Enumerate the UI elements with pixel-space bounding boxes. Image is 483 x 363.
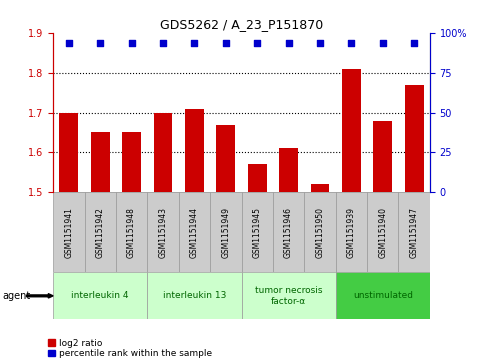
Text: GSM1151945: GSM1151945 (253, 207, 262, 258)
Point (65, 40, 73, 46)
Bar (122, 132, 141, 192)
Bar (53, 192, 85, 272)
Text: GSM1151949: GSM1151949 (221, 207, 230, 258)
Bar (85, 192, 116, 272)
Bar (216, 125, 235, 192)
Point (285, 40, 293, 46)
Bar (179, 192, 210, 272)
Text: interleukin 4: interleukin 4 (71, 291, 129, 300)
Text: GSM1151950: GSM1151950 (315, 207, 325, 258)
Text: GSM1151947: GSM1151947 (410, 207, 419, 258)
Bar (210, 192, 242, 272)
Text: GSM1151944: GSM1151944 (190, 207, 199, 258)
Text: unstimulated: unstimulated (353, 291, 413, 300)
Bar (91, 132, 110, 192)
Text: GSM1151943: GSM1151943 (158, 207, 168, 258)
Point (159, 40, 167, 46)
Bar (373, 121, 392, 192)
Bar (242, 272, 336, 319)
Bar (53, 272, 147, 319)
Point (97, 40, 104, 46)
Bar (154, 113, 172, 192)
Bar (279, 148, 298, 192)
Point (348, 40, 355, 46)
Bar (185, 109, 204, 192)
Bar (116, 192, 147, 272)
Point (191, 40, 199, 46)
Bar (336, 192, 367, 272)
Text: agent: agent (2, 291, 30, 301)
Bar (147, 272, 242, 319)
Bar (336, 272, 430, 319)
Bar (367, 192, 398, 272)
Bar (405, 85, 424, 192)
Text: GSM1151948: GSM1151948 (127, 207, 136, 258)
Bar (248, 164, 267, 192)
Text: GSM1151940: GSM1151940 (378, 207, 387, 258)
Bar (59, 113, 78, 192)
Text: GSM1151941: GSM1151941 (64, 207, 73, 258)
Title: GDS5262 / A_23_P151870: GDS5262 / A_23_P151870 (160, 19, 323, 32)
Bar (311, 184, 329, 192)
Bar (398, 192, 430, 272)
Point (379, 40, 387, 46)
Bar (273, 192, 304, 272)
Point (316, 40, 324, 46)
Bar (147, 192, 179, 272)
Point (253, 40, 261, 46)
Text: GSM1151942: GSM1151942 (96, 207, 105, 258)
Point (411, 40, 418, 46)
Bar (342, 69, 361, 192)
Text: GSM1151946: GSM1151946 (284, 207, 293, 258)
Point (222, 40, 230, 46)
Legend: log2 ratio, percentile rank within the sample: log2 ratio, percentile rank within the s… (48, 339, 212, 359)
Text: tumor necrosis
factor-α: tumor necrosis factor-α (255, 286, 322, 306)
Text: GSM1151939: GSM1151939 (347, 207, 356, 258)
Text: interleukin 13: interleukin 13 (163, 291, 226, 300)
Bar (304, 192, 336, 272)
Bar (242, 192, 273, 272)
Point (128, 40, 135, 46)
